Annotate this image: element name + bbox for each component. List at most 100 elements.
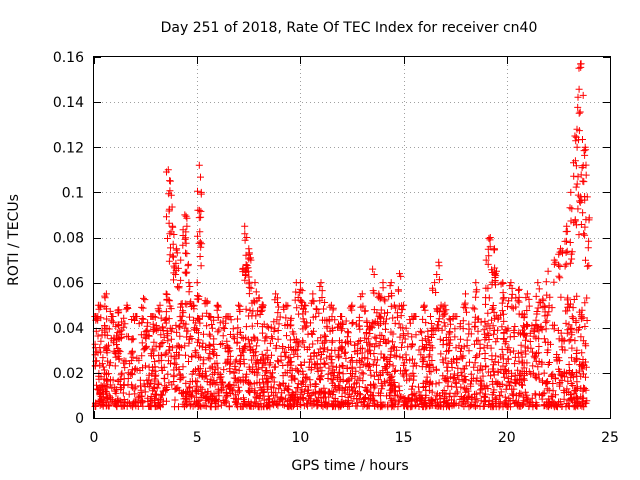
data-point bbox=[243, 401, 251, 408]
data-point bbox=[211, 380, 219, 388]
data-point bbox=[165, 257, 173, 265]
data-point bbox=[566, 239, 574, 246]
data-point bbox=[124, 398, 132, 406]
data-point bbox=[477, 380, 485, 388]
data-point bbox=[505, 400, 513, 408]
data-point bbox=[380, 377, 388, 385]
data-point bbox=[328, 356, 336, 364]
data-point bbox=[191, 397, 198, 405]
data-point bbox=[303, 375, 311, 383]
data-point bbox=[358, 355, 366, 363]
data-point bbox=[499, 295, 507, 303]
data-point bbox=[526, 399, 534, 407]
data-point bbox=[161, 350, 169, 358]
data-point bbox=[482, 362, 490, 370]
data-point bbox=[427, 368, 435, 376]
data-point bbox=[255, 378, 263, 386]
data-point bbox=[355, 317, 363, 325]
data-point bbox=[444, 367, 452, 375]
data-point bbox=[339, 370, 347, 378]
data-point bbox=[219, 324, 227, 332]
data-point bbox=[474, 327, 482, 335]
data-point bbox=[277, 394, 285, 402]
data-point bbox=[579, 394, 587, 402]
data-point bbox=[576, 108, 584, 116]
data-point bbox=[151, 363, 159, 371]
data-point bbox=[327, 375, 335, 383]
data-point bbox=[124, 304, 131, 311]
data-point bbox=[407, 343, 415, 351]
data-point bbox=[490, 388, 497, 396]
data-point bbox=[491, 394, 499, 402]
data-point bbox=[290, 346, 298, 353]
data-point bbox=[534, 304, 542, 312]
data-point bbox=[295, 368, 303, 376]
data-point bbox=[446, 316, 454, 324]
data-point bbox=[280, 386, 288, 394]
data-point bbox=[105, 402, 113, 410]
data-point bbox=[490, 371, 498, 379]
data-point bbox=[508, 294, 516, 302]
data-point bbox=[384, 360, 391, 368]
data-point bbox=[470, 402, 478, 410]
data-point bbox=[377, 294, 385, 301]
data-point bbox=[514, 297, 522, 305]
data-point bbox=[351, 348, 359, 356]
data-point bbox=[284, 302, 292, 310]
data-point bbox=[316, 297, 324, 305]
data-point bbox=[196, 238, 204, 246]
data-point bbox=[389, 338, 396, 346]
data-point bbox=[185, 339, 193, 347]
data-point bbox=[143, 376, 151, 384]
data-point bbox=[177, 276, 185, 284]
data-point bbox=[415, 388, 423, 396]
data-point bbox=[532, 402, 539, 410]
data-point bbox=[103, 315, 111, 323]
data-point bbox=[291, 375, 299, 383]
data-point bbox=[117, 384, 125, 392]
data-point bbox=[107, 398, 115, 406]
data-point bbox=[553, 351, 561, 358]
data-points bbox=[91, 60, 593, 411]
data-point bbox=[383, 392, 390, 400]
data-point bbox=[145, 371, 153, 379]
data-point bbox=[260, 380, 267, 388]
data-point bbox=[386, 282, 394, 290]
data-point bbox=[409, 376, 417, 384]
data-point bbox=[549, 370, 557, 378]
data-point bbox=[279, 372, 287, 380]
data-point bbox=[270, 401, 278, 409]
data-point bbox=[354, 390, 361, 397]
data-point bbox=[163, 168, 170, 176]
data-point bbox=[377, 306, 385, 314]
data-point bbox=[511, 371, 519, 379]
data-point bbox=[178, 312, 186, 320]
data-point bbox=[203, 322, 211, 330]
data-point bbox=[244, 387, 252, 395]
data-point bbox=[178, 389, 185, 397]
data-point bbox=[493, 380, 501, 388]
data-point bbox=[171, 396, 179, 404]
data-point bbox=[232, 356, 240, 364]
data-point bbox=[126, 360, 134, 368]
data-point bbox=[226, 313, 234, 320]
data-point bbox=[312, 313, 320, 321]
data-point bbox=[295, 310, 303, 318]
data-point bbox=[238, 333, 246, 341]
data-point bbox=[346, 358, 354, 366]
data-point bbox=[409, 362, 417, 370]
data-point bbox=[583, 317, 591, 324]
data-point bbox=[543, 317, 551, 325]
data-point bbox=[498, 299, 506, 307]
data-point bbox=[128, 381, 136, 389]
x-tick-label: 0 bbox=[90, 430, 99, 446]
data-point bbox=[225, 403, 233, 411]
data-point bbox=[319, 339, 327, 347]
data-point bbox=[581, 223, 589, 231]
data-point bbox=[131, 390, 139, 398]
data-point bbox=[445, 330, 453, 338]
data-point bbox=[492, 312, 500, 320]
data-point bbox=[224, 357, 232, 365]
x-tick-label: 10 bbox=[291, 430, 309, 446]
data-point bbox=[234, 315, 241, 323]
